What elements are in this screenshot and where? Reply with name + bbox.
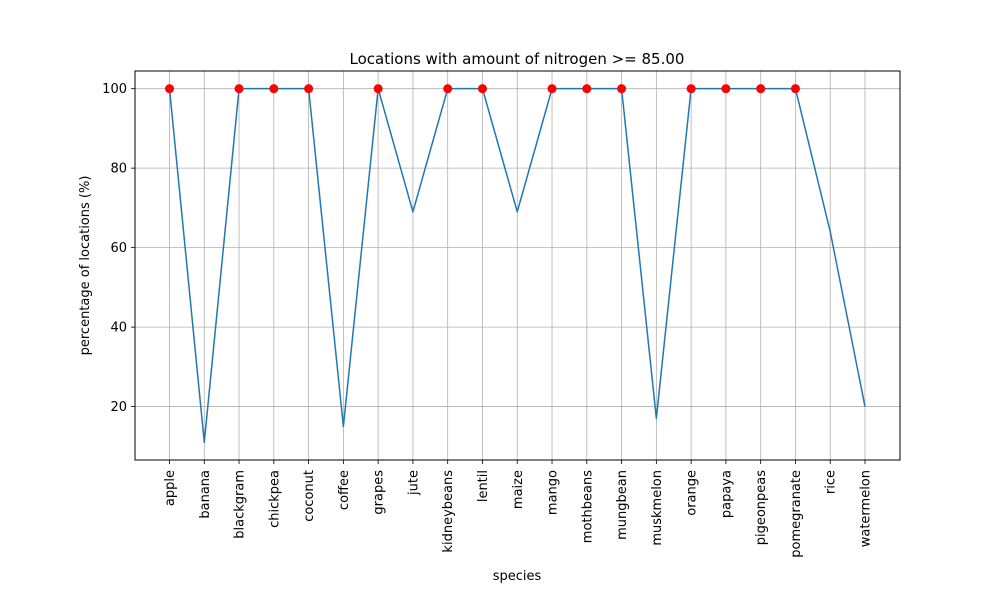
x-tick-label: kidneybeans — [441, 470, 456, 553]
series-layer — [168, 87, 866, 444]
x-tick-label: muskmelon — [650, 470, 665, 546]
highlight-marker — [165, 84, 174, 94]
x-tick-label: mungbean — [615, 470, 630, 540]
x-tick-label: banana — [198, 470, 213, 519]
x-axis: apple banana blackgram chickpea coconut coffe… — [163, 460, 874, 558]
chart-title: Locations with amount of nitrogen >= 85.… — [350, 50, 685, 68]
y-axis-label: percentage of locations (%) — [78, 176, 93, 356]
marker-layer — [165, 84, 800, 94]
highlight-marker — [686, 84, 696, 94]
highlight-marker — [756, 84, 766, 94]
x-tick-label: apple — [163, 470, 178, 506]
x-tick-label: papaya — [719, 470, 734, 518]
y-tick-label: 40 — [110, 321, 127, 336]
x-tick-label: orange — [685, 470, 700, 516]
y-tick-label: 60 — [110, 241, 127, 256]
series-line — [168, 87, 866, 444]
y-axis: 20 40 60 80 100 — [102, 82, 135, 415]
highlight-marker — [373, 84, 383, 94]
x-tick-label: grapes — [372, 470, 387, 515]
x-tick-label: mothbeans — [580, 470, 595, 543]
highlight-marker — [269, 84, 279, 94]
x-tick-label: chickpea — [267, 470, 282, 528]
y-tick-label: 80 — [110, 162, 127, 177]
highlight-marker — [234, 84, 244, 94]
x-axis-label: species — [493, 569, 542, 584]
highlight-marker — [477, 84, 487, 94]
highlight-marker — [790, 84, 800, 94]
highlight-marker — [443, 84, 453, 94]
y-tick-label: 20 — [110, 400, 127, 415]
x-tick-label: coffee — [337, 470, 352, 510]
x-tick-label: jute — [406, 470, 421, 496]
x-tick-label: lentil — [476, 470, 491, 502]
x-tick-label: mango — [546, 470, 561, 515]
highlight-marker — [547, 84, 557, 94]
x-tick-label: blackgram — [233, 470, 248, 539]
y-tick-label: 100 — [102, 82, 127, 97]
highlight-marker — [304, 84, 314, 94]
grid-layer — [135, 71, 900, 460]
x-tick-label: coconut — [302, 470, 317, 522]
x-tick-label: rice — [824, 470, 839, 494]
highlight-marker — [582, 84, 592, 94]
highlight-marker — [617, 84, 627, 94]
highlight-marker — [721, 84, 731, 94]
x-tick-label: pigeonpeas — [754, 470, 769, 546]
x-tick-label: pomegranate — [789, 470, 804, 558]
x-tick-label: watermelon — [859, 470, 874, 547]
x-tick-label: maize — [511, 470, 526, 509]
